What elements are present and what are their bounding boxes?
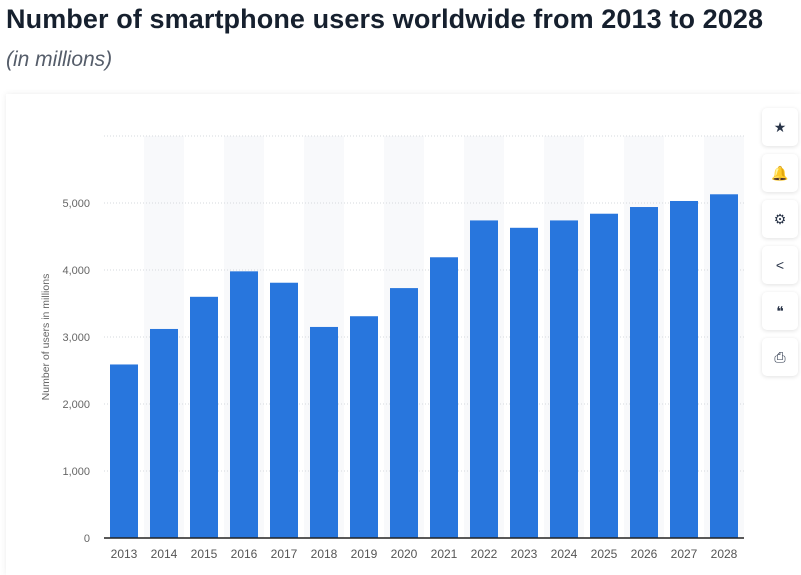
bar-2015 <box>190 296 218 538</box>
bar-2021 <box>430 257 458 538</box>
bar-2014 <box>150 328 178 538</box>
star-button[interactable]: ★ <box>762 108 798 146</box>
x-tick-label: 2023 <box>511 547 538 561</box>
bar-2017 <box>270 282 298 538</box>
x-tick-label: 2026 <box>631 547 658 561</box>
x-tick-label: 2020 <box>391 547 418 561</box>
x-tick-label: 2019 <box>351 547 378 561</box>
share-icon: < <box>775 257 785 273</box>
bell-button[interactable]: 🔔 <box>762 154 798 192</box>
quote-button[interactable]: ❝ <box>762 292 798 330</box>
bar-2016 <box>230 271 258 538</box>
print-button[interactable]: ⎙ <box>762 338 798 376</box>
bar-2025 <box>590 213 618 538</box>
x-tick-label: 2028 <box>711 547 738 561</box>
chart-toolbar: ★ 🔔 ⚙ < ❝ ⎙ <box>762 108 798 384</box>
x-tick-label: 2018 <box>311 547 338 561</box>
bar-2020 <box>390 288 418 538</box>
x-tick-label: 2017 <box>271 547 298 561</box>
bar-2026 <box>630 207 658 538</box>
page-title: Number of smartphone users worldwide fro… <box>6 4 764 34</box>
gear-button[interactable]: ⚙ <box>762 200 798 238</box>
y-tick-label: 3,000 <box>62 332 90 344</box>
bar-2023 <box>510 227 538 539</box>
bar-2018 <box>310 326 338 538</box>
bar-2019 <box>350 316 378 538</box>
bar-2027 <box>670 200 698 539</box>
bar-2024 <box>550 220 578 539</box>
y-tick-label: 4,000 <box>62 265 90 277</box>
y-tick-label: 5,000 <box>62 198 90 210</box>
x-tick-label: 2016 <box>231 547 258 561</box>
share-button[interactable]: < <box>762 246 798 284</box>
gear-icon: ⚙ <box>773 210 787 227</box>
y-tick-label: 0 <box>84 533 90 545</box>
x-tick-label: 2015 <box>191 547 218 561</box>
x-tick-label: 2024 <box>551 547 578 561</box>
y-tick-label: 1,000 <box>62 466 90 478</box>
page-subtitle: (in millions) <box>6 48 113 71</box>
y-tick-label: 2,000 <box>62 399 90 411</box>
x-tick-label: 2027 <box>671 547 698 561</box>
x-tick-label: 2013 <box>111 547 138 561</box>
quote-icon: ❝ <box>776 302 784 319</box>
x-tick-label: 2014 <box>151 547 178 561</box>
x-tick-label: 2021 <box>431 547 458 561</box>
bar-2022 <box>470 220 498 539</box>
x-tick-label: 2025 <box>591 547 618 561</box>
bell-icon: 🔔 <box>771 164 789 181</box>
bar-2028 <box>710 194 738 539</box>
x-tick-label: 2022 <box>471 547 498 561</box>
star-icon: ★ <box>773 118 787 135</box>
y-axis-label: Number of users in millions <box>40 274 52 401</box>
bar-2013 <box>110 364 138 538</box>
print-icon: ⎙ <box>774 348 786 365</box>
